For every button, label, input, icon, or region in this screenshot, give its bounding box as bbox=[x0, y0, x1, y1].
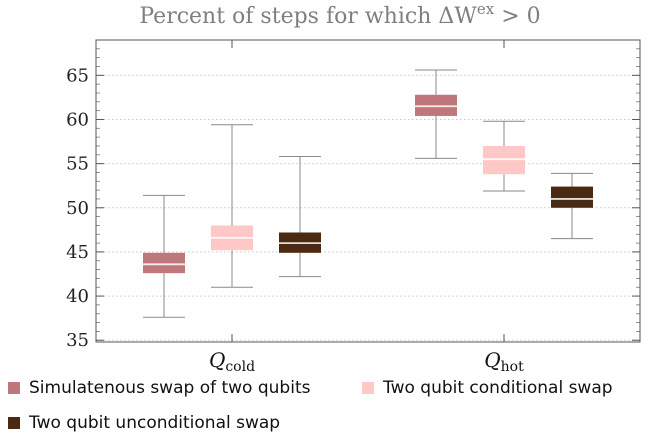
y-tick-label: 45 bbox=[66, 242, 89, 263]
y-tick-label: 65 bbox=[66, 65, 89, 86]
box-groups bbox=[143, 69, 593, 318]
legend-label: Simulatenous swap of two qubits bbox=[29, 378, 311, 398]
y-tick-label: 40 bbox=[66, 286, 89, 307]
legend-item: Two qubit unconditional swap bbox=[8, 413, 280, 433]
box-plot bbox=[279, 156, 321, 278]
box-plot bbox=[415, 69, 457, 159]
grid-lines bbox=[96, 74, 640, 341]
box-plot bbox=[483, 120, 525, 192]
legend-item: Two qubit conditional swap bbox=[362, 378, 613, 398]
chart-title: Percent of steps for which ΔWex > 0 bbox=[139, 0, 540, 29]
box-plot bbox=[143, 194, 185, 318]
legend-swatch bbox=[8, 417, 20, 429]
x-category-symbol: Q bbox=[484, 348, 500, 372]
x-category-symbol: Q bbox=[209, 348, 225, 372]
legend-label: Two qubit conditional swap bbox=[382, 378, 613, 398]
box-body bbox=[551, 186, 593, 208]
y-tick-label: 50 bbox=[66, 198, 89, 219]
x-category-subscript: hot bbox=[501, 359, 524, 375]
box-body bbox=[143, 252, 185, 274]
x-category-label: Qhot bbox=[484, 348, 524, 375]
plot-frame bbox=[95, 39, 641, 343]
chart-title-prefix: Percent of steps for which ΔW bbox=[139, 4, 477, 29]
chart-title-superscript: ex bbox=[477, 0, 495, 18]
chart-title-suffix: > 0 bbox=[494, 4, 540, 29]
y-tick-label: 60 bbox=[66, 109, 89, 130]
legend-label: Two qubit unconditional swap bbox=[28, 413, 280, 433]
box-plot bbox=[211, 124, 253, 288]
x-category-label: Qcold bbox=[209, 348, 255, 375]
y-tick-label: 35 bbox=[66, 330, 89, 351]
legend-swatch bbox=[8, 382, 20, 394]
y-tick-label: 55 bbox=[66, 154, 89, 175]
legend-swatch bbox=[362, 382, 374, 394]
x-category-subscript: cold bbox=[225, 359, 255, 375]
legend-item: Simulatenous swap of two qubits bbox=[8, 378, 311, 398]
box-plot bbox=[551, 172, 593, 240]
legend: Simulatenous swap of two qubits Two qubit… bbox=[8, 378, 613, 433]
